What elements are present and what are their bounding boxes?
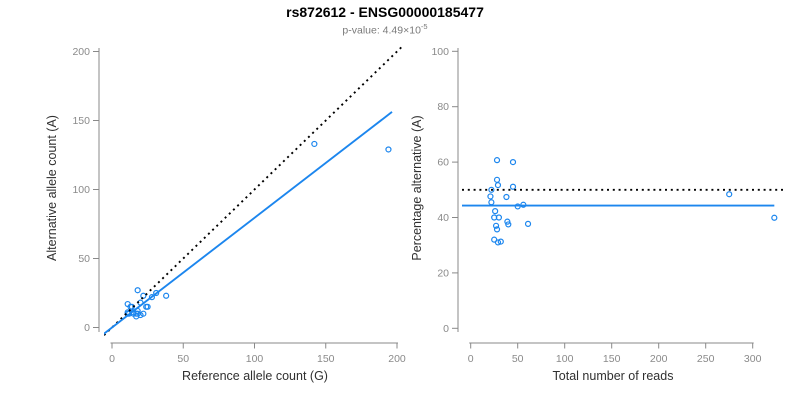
pvalue-exponent: -5 [420, 22, 428, 31]
data-point [385, 146, 392, 153]
data-point [134, 287, 141, 294]
x-tick-label: 250 [697, 353, 715, 365]
fit-line [104, 111, 393, 335]
data-point [494, 181, 502, 189]
x-tick-label: 50 [512, 353, 524, 365]
data-point [509, 183, 517, 190]
x-tick-label: 300 [744, 353, 762, 365]
y-tick-label: 40 [437, 212, 449, 224]
data-point [495, 214, 502, 221]
data-point [524, 220, 532, 227]
data-point [140, 310, 147, 317]
x-tick-label: 200 [650, 353, 668, 365]
y-tick-label: 0 [443, 323, 449, 335]
data-point [726, 191, 733, 198]
x-tick-label: 200 [388, 353, 406, 365]
y-tick-label: 0 [84, 322, 90, 334]
data-point [492, 222, 500, 229]
data-point [492, 208, 499, 215]
y-tick-label: 20 [437, 267, 449, 279]
y-tick-label: 80 [437, 101, 449, 113]
data-point [163, 292, 170, 299]
figure-title: rs872612 - ENSG00000185477 [286, 4, 484, 20]
figure-subtitle-pvalue: p-value: 4.49×10-5 [0, 22, 770, 37]
data-point [311, 140, 318, 148]
left-xaxis-title: Reference allele count (G) [182, 369, 328, 383]
data-point [488, 199, 495, 206]
data-point [503, 193, 510, 201]
y-tick-label: 100 [72, 184, 90, 196]
pvalue-text: p-value: 4.49×10 [342, 24, 421, 37]
x-tick-label: 150 [603, 353, 621, 365]
y-tick-label: 50 [78, 253, 90, 265]
x-tick-label: 100 [246, 353, 264, 365]
right-xaxis-title: Total number of reads [552, 369, 674, 383]
data-point [497, 238, 504, 245]
right-yaxis-title: Percentage alternative (A) [410, 115, 424, 261]
data-point [140, 292, 147, 299]
x-tick-label: 50 [177, 353, 189, 365]
data-point [153, 289, 160, 297]
data-point [509, 159, 517, 166]
data-point [493, 226, 501, 233]
data-point [487, 193, 494, 200]
data-point [494, 239, 502, 246]
data-point [493, 176, 501, 183]
x-tick-label: 100 [556, 353, 574, 365]
left-yaxis-title: Alternative allele count (A) [45, 115, 59, 261]
y-tick-label: 60 [437, 157, 449, 169]
data-point [493, 157, 501, 164]
y-tick-label: 150 [72, 115, 90, 127]
identity-line [104, 45, 402, 336]
data-point [504, 218, 511, 225]
data-point [144, 303, 151, 310]
x-tick-label: 150 [317, 353, 335, 365]
data-point [505, 221, 512, 228]
data-point [148, 294, 155, 301]
x-tick-label: 0 [468, 353, 474, 365]
data-point [488, 186, 495, 193]
data-point [771, 214, 778, 221]
x-tick-label: 0 [109, 353, 115, 365]
y-tick-label: 200 [72, 46, 90, 58]
y-tick-label: 100 [431, 46, 449, 58]
